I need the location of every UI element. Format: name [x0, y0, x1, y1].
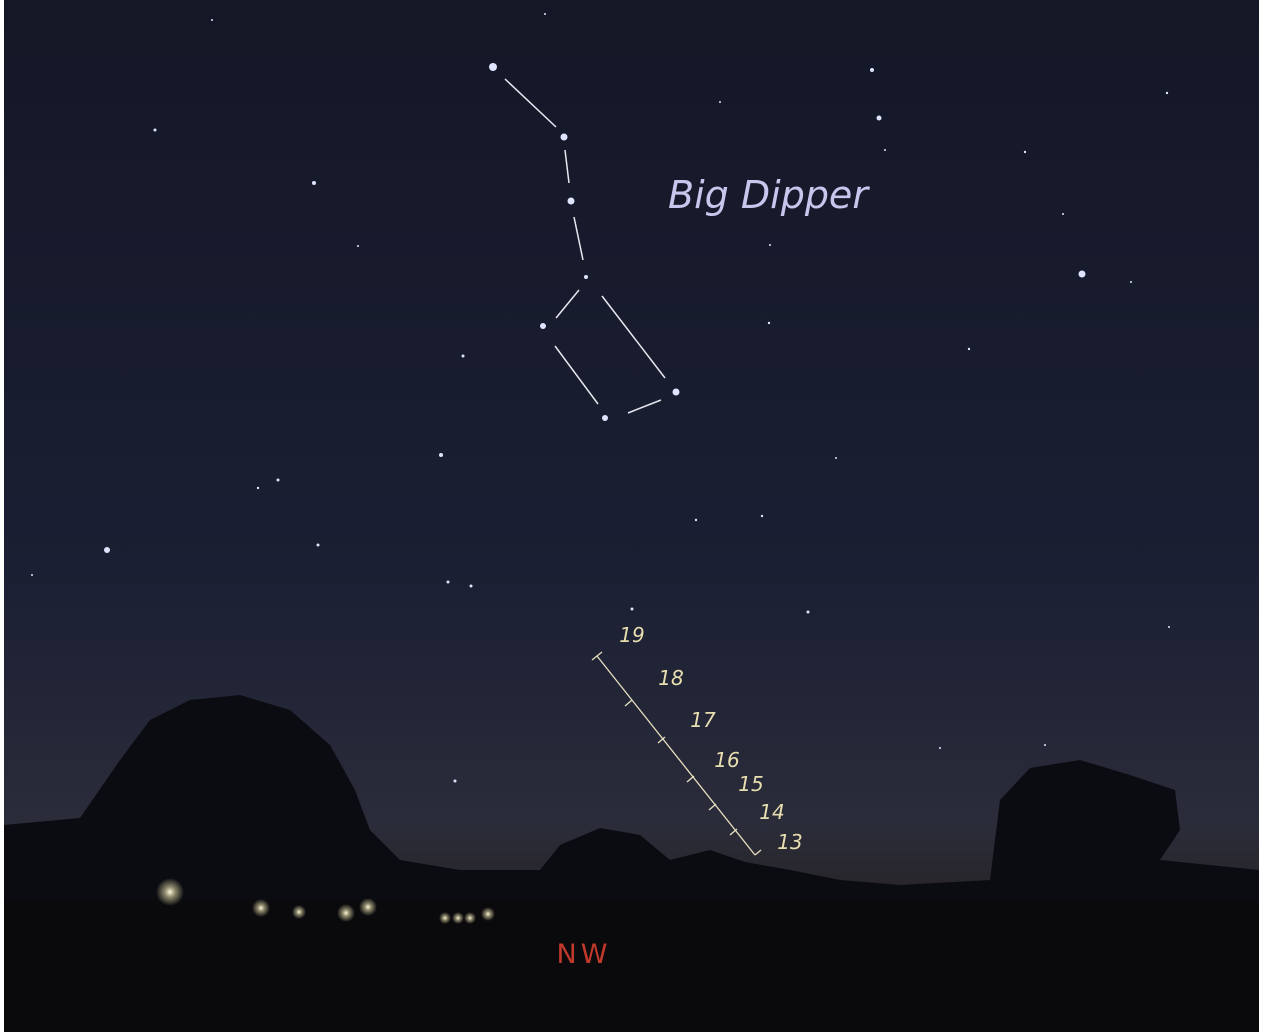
light [292, 905, 306, 919]
star [540, 323, 546, 329]
track-label: 14 [759, 800, 784, 824]
star [1044, 744, 1046, 746]
star [768, 322, 770, 324]
star [104, 547, 110, 553]
star [673, 389, 680, 396]
star [719, 101, 721, 103]
star [454, 780, 457, 783]
light [439, 912, 451, 924]
star [1166, 92, 1168, 94]
track-label: 16 [714, 748, 739, 772]
star [31, 574, 33, 576]
light [337, 904, 355, 922]
star [877, 116, 882, 121]
star [312, 181, 316, 185]
star [544, 13, 546, 15]
direction-label: NW [557, 939, 612, 970]
star [1062, 213, 1064, 215]
star [870, 68, 874, 72]
star [257, 487, 259, 489]
track-label: 19 [619, 623, 644, 647]
constellation-label: Big Dipper [668, 173, 870, 217]
light [452, 912, 464, 924]
star [807, 611, 810, 614]
star [462, 355, 465, 358]
star [439, 453, 443, 457]
star [1079, 271, 1086, 278]
star [568, 198, 575, 205]
light [252, 899, 270, 917]
ground [4, 900, 1259, 1032]
light [156, 878, 184, 906]
star [489, 63, 497, 71]
star [154, 129, 157, 132]
track-label: 15 [738, 772, 763, 796]
star [769, 244, 771, 246]
star [695, 519, 697, 521]
page: Big Dipper NW 19181716151413 (() => { co… [0, 0, 1266, 1032]
star [561, 134, 568, 141]
star [211, 19, 213, 21]
star [1168, 626, 1170, 628]
track-label: 18 [658, 666, 683, 690]
light [359, 898, 377, 916]
star [884, 149, 886, 151]
light [481, 907, 495, 921]
star [317, 544, 320, 547]
star [277, 479, 280, 482]
star [1024, 151, 1026, 153]
star [939, 747, 941, 749]
star [631, 608, 634, 611]
star [584, 275, 588, 279]
star [447, 581, 450, 584]
sky-view: Big Dipper NW 19 18 17 1615 14 13 [0, 0, 1266, 1032]
star [357, 245, 359, 247]
track-label: 17 [690, 708, 716, 732]
star [602, 415, 608, 421]
star [470, 585, 473, 588]
star [1130, 281, 1132, 283]
star [761, 515, 763, 517]
star [968, 348, 970, 350]
track-label: 13 [777, 830, 802, 854]
star [835, 457, 837, 459]
light [464, 912, 476, 924]
